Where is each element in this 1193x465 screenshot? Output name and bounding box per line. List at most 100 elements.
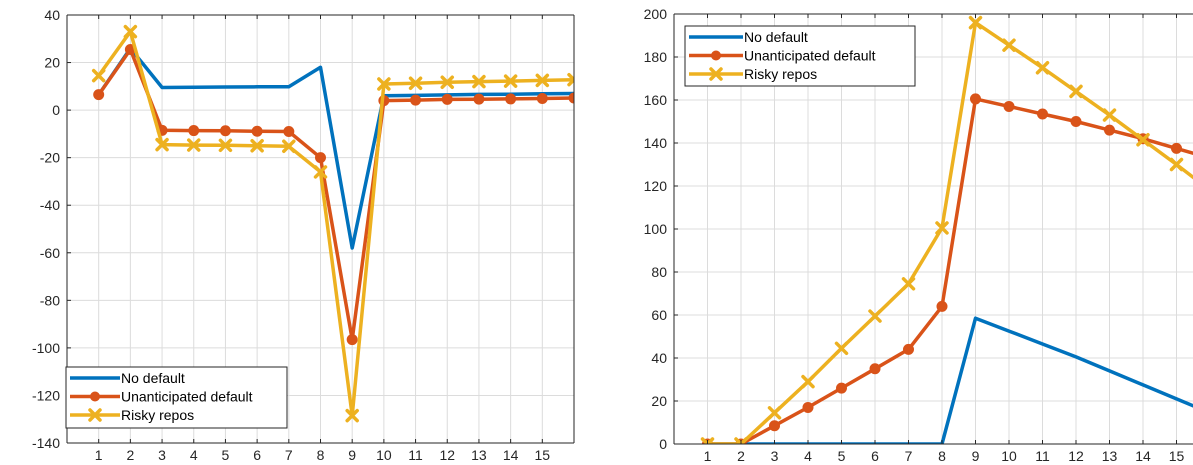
data-point [1069, 84, 1083, 99]
y-tick-label: 60 [651, 307, 667, 323]
x-tick-label: 13 [471, 447, 487, 463]
legend-label: No default [744, 29, 808, 45]
data-point [123, 24, 138, 39]
data-point [769, 420, 780, 432]
x-tick-label: 4 [804, 448, 812, 464]
data-point [1070, 116, 1082, 127]
x-tick-label: 3 [158, 447, 166, 463]
x-tick-label: 2 [126, 447, 134, 463]
chart-1: 1 2 3 4 5 6 7 8 9 10 11 12 13 14 15-140-120-100-80-60-… [32, 7, 575, 463]
legend-marker [90, 391, 100, 402]
axes: 1 2 3 4 5 6 7 8 9 10 11 12 13 14 15-140-120-100-80-60-… [32, 7, 575, 463]
data-point [346, 334, 358, 346]
data-point [473, 93, 485, 105]
x-tick-label: 7 [285, 447, 293, 463]
y-tick-label: -120 [32, 387, 60, 403]
data-point [218, 138, 233, 153]
data-point [567, 72, 574, 87]
data-point [503, 74, 518, 88]
y-tick-label: 160 [644, 92, 668, 108]
data-point [1169, 157, 1184, 172]
y-tick-label: 0 [659, 436, 667, 452]
data-point [91, 68, 106, 83]
data-point [568, 92, 574, 104]
data-point [472, 74, 486, 89]
data-point [505, 93, 517, 105]
data-point [836, 382, 847, 394]
series-line-1 [97, 46, 574, 250]
data-point [283, 126, 295, 138]
x-tick-label: 3 [771, 448, 779, 464]
data-point [801, 374, 815, 389]
data-point [1002, 38, 1016, 52]
series-line-2 [707, 97, 1193, 444]
legend-label: Unanticipated default [121, 389, 253, 405]
x-tick-label: 8 [938, 448, 946, 464]
y-tick-label: 180 [644, 49, 668, 65]
data-point [155, 137, 169, 152]
data-point [93, 89, 105, 101]
data-point [1037, 108, 1048, 120]
data-point [1035, 61, 1050, 75]
data-point [700, 437, 715, 444]
legend-marker [709, 67, 723, 81]
data-point [315, 152, 326, 164]
y-tick-label: 200 [644, 6, 668, 22]
x-tick-label: 10 [376, 447, 392, 463]
legend: No default Unanticipated default Risky rep… [684, 25, 916, 87]
x-tick-label: 14 [1135, 448, 1151, 464]
data-point [734, 437, 748, 444]
data-point [903, 343, 914, 355]
chart-2: 1 2 3 4 5 6 7 8 9 10 11 12 13 14 150204060801001201401… [644, 6, 1193, 464]
x-tick-label: 11 [408, 447, 423, 463]
data-point [935, 221, 949, 235]
data-point [313, 165, 328, 179]
axes: 1 2 3 4 5 6 7 8 9 10 11 12 13 14 150204060801001201401… [644, 6, 1193, 464]
x-tick-label: 10 [1001, 448, 1017, 464]
legend-label: No default [121, 370, 185, 386]
x-tick-label: 11 [1035, 448, 1050, 464]
data-point [868, 309, 882, 323]
data-point [1136, 133, 1150, 147]
data-point [968, 15, 983, 30]
x-tick-label: 6 [871, 448, 879, 464]
data-point [187, 138, 201, 152]
y-tick-label: -80 [40, 292, 60, 308]
data-point [970, 93, 981, 105]
series-group [91, 24, 574, 423]
y-tick-label: 140 [644, 135, 668, 151]
data-point [535, 73, 550, 88]
legend-marker [711, 50, 721, 61]
x-tick-label: 6 [253, 447, 261, 463]
legend-label: Risky repos [744, 66, 817, 82]
data-point [345, 408, 359, 423]
data-point [410, 94, 422, 106]
x-tick-label: 7 [905, 448, 913, 464]
series-line-2 [97, 47, 574, 342]
y-tick-label: 80 [651, 264, 667, 280]
data-point [408, 76, 423, 90]
x-tick-label: 4 [190, 447, 198, 463]
y-tick-label: 20 [44, 55, 60, 71]
x-tick-label: 12 [439, 447, 455, 463]
data-point [251, 125, 263, 137]
data-point [834, 341, 849, 356]
x-tick-label: 5 [838, 448, 846, 464]
data-point [802, 401, 814, 413]
y-tick-label: 0 [52, 102, 60, 118]
y-tick-label: -40 [40, 197, 60, 213]
data-point [1102, 108, 1117, 122]
x-tick-label: 13 [1102, 448, 1118, 464]
y-tick-label: 20 [651, 393, 667, 409]
data-point [1003, 100, 1015, 112]
y-tick-label: -60 [40, 245, 60, 261]
x-tick-label: 14 [503, 447, 519, 463]
series-line-1 [707, 316, 1193, 444]
x-tick-label: 9 [348, 447, 356, 463]
y-tick-label: -20 [40, 150, 60, 166]
y-tick-label: 120 [644, 178, 668, 194]
y-tick-label: 100 [644, 221, 668, 237]
y-tick-label: 40 [44, 7, 60, 23]
x-tick-label: 1 [704, 448, 712, 464]
data-point [767, 406, 782, 420]
